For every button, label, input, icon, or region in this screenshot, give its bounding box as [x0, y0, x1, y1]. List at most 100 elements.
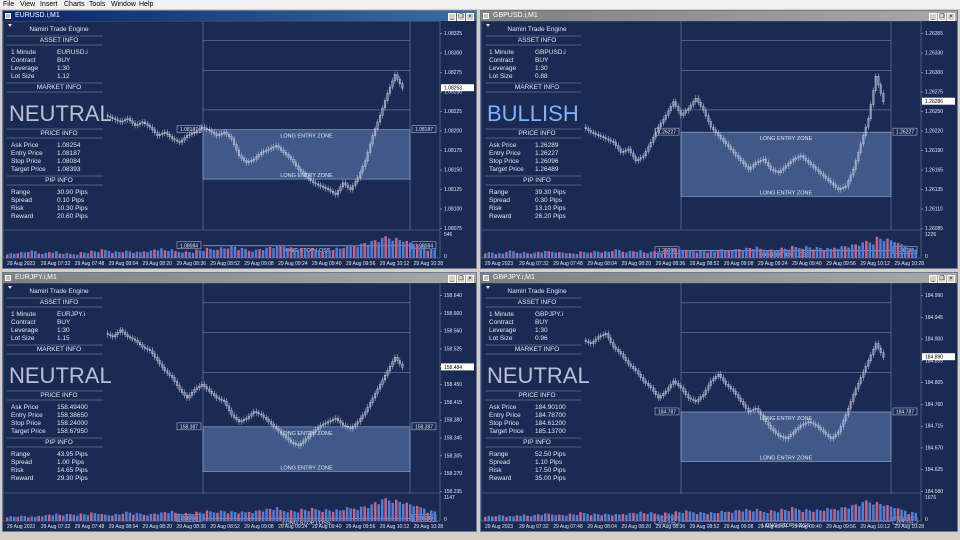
chart-window-gbpusdi[interactable]: GBPUSD.i,M1 _ ❐ × LONG ENTRY ZONE LONG ENTRY …	[480, 10, 958, 269]
window-title-bar[interactable]: EURUSD.i,M1 _ ❐ ×	[3, 11, 476, 21]
menu-insert[interactable]: Insert	[40, 1, 58, 8]
minimize-button[interactable]: _	[929, 275, 937, 283]
chart-window-eurusdi[interactable]: EURUSD.i,M1 _ ❐ × LONG ENTRY ZONE LONG ENTRY …	[2, 10, 477, 269]
volume-bar	[649, 251, 653, 258]
candle-body	[629, 148, 632, 154]
menu-view[interactable]: View	[20, 1, 36, 8]
candle-body	[622, 353, 625, 358]
panel-title: Namiri Trade Engine	[507, 26, 567, 33]
volume-bar	[685, 249, 688, 258]
restore-button[interactable]: ❐	[938, 13, 946, 21]
volume-bar	[494, 254, 498, 258]
panel-collapse-icon[interactable]	[486, 24, 490, 27]
volume-bar	[720, 249, 723, 258]
price-tick-label: 158.450	[444, 382, 462, 388]
close-button[interactable]: ×	[947, 275, 955, 283]
window-title-bar[interactable]: GBPJPY.i,M1 _ ❐ ×	[481, 273, 957, 283]
candle-body	[867, 360, 870, 367]
volume-bar	[132, 253, 135, 258]
volume-bar	[769, 510, 773, 521]
candle-body	[141, 344, 144, 348]
chart-window-gbpjpyi[interactable]: GBPJPY.i,M1 _ ❐ × LONG ENTRY ZONE LONG ENTRY …	[480, 272, 958, 532]
candle-body	[772, 169, 775, 171]
candle-body	[359, 171, 362, 179]
volume-bar	[149, 250, 153, 258]
volume-bar	[275, 245, 279, 258]
volume-bar	[896, 508, 900, 521]
time-axis-label: 29 Aug 07:48	[75, 524, 105, 530]
panel-collapse-icon[interactable]	[486, 286, 490, 289]
reward-value: 26.20 Pips	[535, 213, 566, 220]
candle-body	[732, 149, 735, 153]
volume-bar	[412, 244, 415, 258]
pip-info-header: PIP INFO	[523, 177, 551, 184]
restore-button[interactable]: ❐	[457, 13, 465, 21]
candle-body	[639, 373, 642, 378]
candle-body	[106, 114, 109, 117]
time-axis-label: 29 Aug 09:40	[792, 524, 822, 530]
price-info-header: PRICE INFO	[518, 392, 555, 399]
volume-bar	[787, 511, 790, 521]
entry-price-value: 1.26227	[535, 150, 559, 157]
volume-bar	[279, 510, 282, 521]
close-button[interactable]: ×	[466, 275, 474, 283]
minimize-button[interactable]: _	[448, 275, 456, 283]
candle-body	[314, 429, 317, 433]
minimize-button[interactable]: _	[929, 13, 937, 21]
volume-bar	[121, 513, 125, 521]
volume-bar	[494, 516, 498, 521]
volume-bar	[30, 516, 34, 521]
price-tick-label: 158.560	[444, 329, 462, 335]
volume-bar	[819, 510, 822, 521]
volume-bar	[773, 511, 776, 521]
panel-collapse-icon[interactable]	[8, 286, 12, 289]
candle-body	[772, 428, 775, 432]
window-title-bar[interactable]: GBPUSD.i,M1 _ ❐ ×	[481, 11, 957, 21]
volume-bar	[34, 251, 37, 258]
candle-body	[334, 418, 337, 420]
volume-bar	[72, 514, 76, 521]
menu-window[interactable]: Window	[111, 1, 136, 8]
candle-body	[652, 387, 655, 392]
candle-body	[787, 163, 790, 167]
panel-collapse-icon[interactable]	[8, 24, 12, 27]
volume-bar	[829, 248, 833, 258]
volume-bar	[752, 511, 755, 521]
volume-bar	[331, 511, 335, 521]
candle-body	[792, 158, 795, 162]
candle-body	[789, 161, 792, 164]
minimize-button[interactable]: _	[448, 13, 456, 21]
volume-bar	[289, 247, 293, 258]
close-button[interactable]: ×	[947, 13, 955, 21]
candle-body	[827, 434, 830, 437]
volume-bar	[422, 508, 426, 521]
volume-bar	[769, 249, 773, 258]
volume-bar	[487, 252, 491, 258]
candle-body	[589, 130, 592, 133]
volume-bar	[135, 251, 139, 258]
menu-tools[interactable]: Tools	[89, 1, 106, 8]
candle-body	[297, 444, 300, 446]
time-axis-label: 29 Aug 10:28	[895, 524, 925, 530]
volume-bar	[776, 512, 780, 521]
candle-body	[322, 185, 325, 188]
volume-bar	[618, 514, 621, 521]
close-button[interactable]: ×	[466, 13, 474, 21]
window-title-bar[interactable]: EURJPY.i,M1 _ ❐ ×	[3, 273, 476, 283]
menu-charts[interactable]: Charts	[64, 1, 85, 8]
restore-button[interactable]: ❐	[457, 275, 465, 283]
volume-bar	[118, 252, 121, 258]
chart-window-eurjpyi[interactable]: EURJPY.i,M1 _ ❐ × LONG ENTRY ZONE LONG ENTRY …	[2, 272, 477, 532]
volume-bar	[674, 248, 678, 258]
volume-bar	[237, 513, 240, 521]
restore-button[interactable]: ❐	[938, 275, 946, 283]
menu-help[interactable]: Help	[139, 1, 154, 8]
candle-body	[116, 119, 119, 122]
candle-body	[111, 335, 114, 338]
timeframe-value: GBPUSD.i	[535, 49, 566, 56]
menu-file[interactable]: File	[3, 1, 15, 8]
